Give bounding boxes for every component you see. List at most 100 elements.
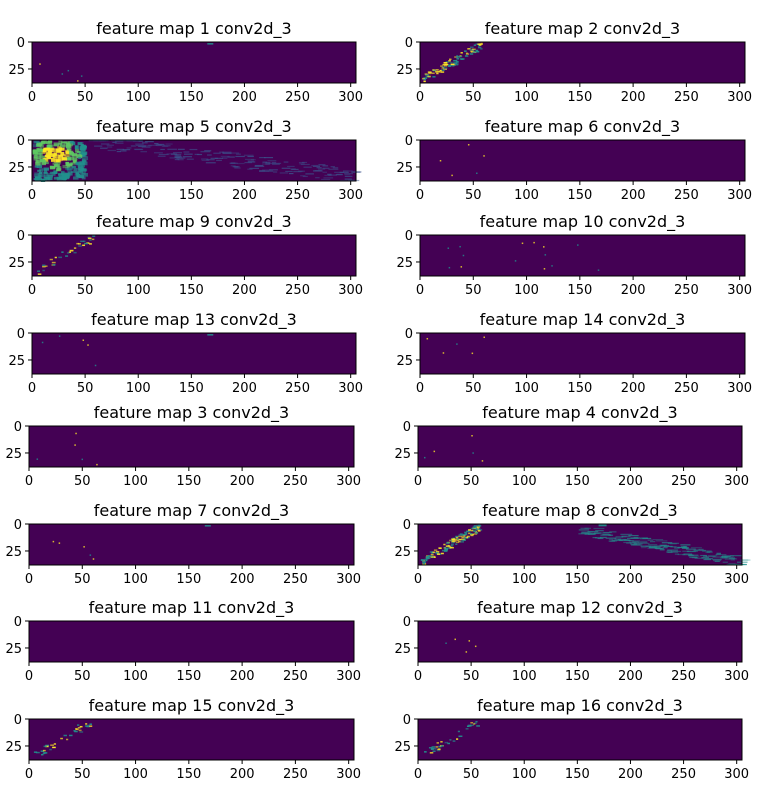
activation-mark: [167, 148, 177, 150]
activation-mark: [177, 159, 184, 161]
activation-mark: [483, 155, 485, 157]
activation-layer: [36, 432, 98, 466]
activation-mark: [269, 169, 278, 171]
axes-frame: [419, 332, 746, 375]
activation-mark: [42, 752, 46, 755]
activation-mark: [464, 531, 467, 534]
x-tick-label: 200: [618, 572, 643, 587]
activation-mark: [680, 544, 691, 546]
activation-mark: [136, 144, 146, 147]
activation-mark: [446, 541, 450, 544]
activation-mark: [704, 558, 713, 560]
activation-mark: [49, 171, 54, 174]
activation-mark: [428, 72, 432, 75]
activation-mark: [60, 147, 65, 151]
x-tick-label: 250: [285, 90, 310, 105]
activation-mark: [72, 165, 77, 169]
y-tick-label: 25: [5, 447, 22, 462]
activation-mark: [477, 43, 482, 45]
axes-frame: [28, 425, 355, 468]
activation-mark: [633, 543, 643, 545]
activation-mark: [244, 161, 253, 164]
activation-mark: [80, 75, 83, 77]
activation-mark: [466, 536, 470, 539]
activation-mark: [110, 140, 119, 142]
activation-mark: [42, 265, 46, 268]
activation-mark: [451, 542, 455, 544]
activation-mark: [448, 64, 453, 67]
activation-mark: [76, 242, 79, 245]
activation-mark: [642, 542, 650, 545]
y-tick-label: 25: [396, 63, 413, 78]
activation-mark: [336, 173, 343, 175]
activation-mark: [431, 747, 435, 750]
x-tick-label: 250: [285, 188, 310, 203]
activation-mark: [348, 170, 353, 172]
activation-mark: [33, 154, 38, 159]
activation-mark: [477, 46, 482, 49]
activation-mark: [440, 65, 444, 67]
activation-mark: [431, 746, 436, 748]
activation-mark: [40, 174, 46, 178]
activation-mark: [54, 157, 58, 161]
activation-mark: [46, 144, 52, 149]
activation-mark: [716, 552, 721, 554]
activation-mark: [543, 268, 546, 270]
activation-mark: [712, 556, 723, 558]
activation-mark: [47, 154, 52, 158]
x-tick-label: 50: [77, 381, 94, 396]
activation-mark: [655, 540, 668, 542]
activation-mark: [456, 58, 460, 60]
activation-mark: [729, 557, 736, 560]
activation-mark: [35, 751, 40, 754]
activation-mark: [460, 534, 464, 536]
x-tick-label: 200: [618, 474, 643, 489]
activation-mark: [87, 237, 92, 240]
activation-mark: [39, 144, 44, 148]
activation-mark: [475, 528, 478, 530]
activation-mark: [158, 153, 169, 156]
activation-mark: [39, 153, 43, 157]
activation-mark: [78, 156, 82, 159]
y-tick-label: 0: [405, 134, 413, 149]
activation-mark: [436, 742, 439, 744]
activation-mark: [78, 175, 85, 179]
subplot-11: feature map 7 conv2d_30 50 100 150 200 250 300…: [5, 501, 361, 587]
heatmap-image: [32, 333, 356, 374]
activation-mark: [469, 53, 474, 55]
activation-mark: [54, 153, 60, 157]
activation-mark: [69, 734, 73, 737]
subplot-10: feature map 4 conv2d_30 50 100 150 200 250 300…: [394, 403, 749, 489]
activation-mark: [37, 147, 43, 150]
activation-mark: [116, 150, 121, 153]
x-tick-label: 50: [74, 767, 91, 782]
activation-mark: [63, 734, 67, 737]
activation-mark: [133, 148, 143, 150]
activation-mark: [468, 529, 472, 531]
activation-mark: [448, 266, 451, 269]
activation-mark: [445, 545, 448, 547]
activation-mark: [691, 557, 699, 559]
activation-mark: [85, 723, 88, 725]
activation-mark: [54, 163, 58, 167]
x-tick-label: 200: [621, 90, 646, 105]
activation-mark: [183, 153, 193, 155]
activation-mark: [640, 537, 648, 539]
activation-mark: [682, 554, 693, 556]
activation-mark: [245, 158, 255, 161]
activation-mark: [427, 75, 431, 78]
activation-mark: [578, 533, 590, 535]
activation-mark: [216, 159, 222, 162]
activation-mark: [474, 526, 477, 529]
activation-mark: [458, 534, 461, 536]
activation-mark: [533, 241, 535, 244]
activation-mark: [81, 158, 86, 163]
x-tick-label: 0: [414, 474, 422, 489]
activation-mark: [452, 740, 456, 742]
activation-mark: [36, 155, 41, 160]
x-tick-label: 150: [565, 474, 590, 489]
activation-mark: [176, 157, 184, 159]
activation-mark: [41, 753, 44, 756]
activation-layer: [33, 723, 93, 756]
activation-mark: [470, 529, 474, 532]
